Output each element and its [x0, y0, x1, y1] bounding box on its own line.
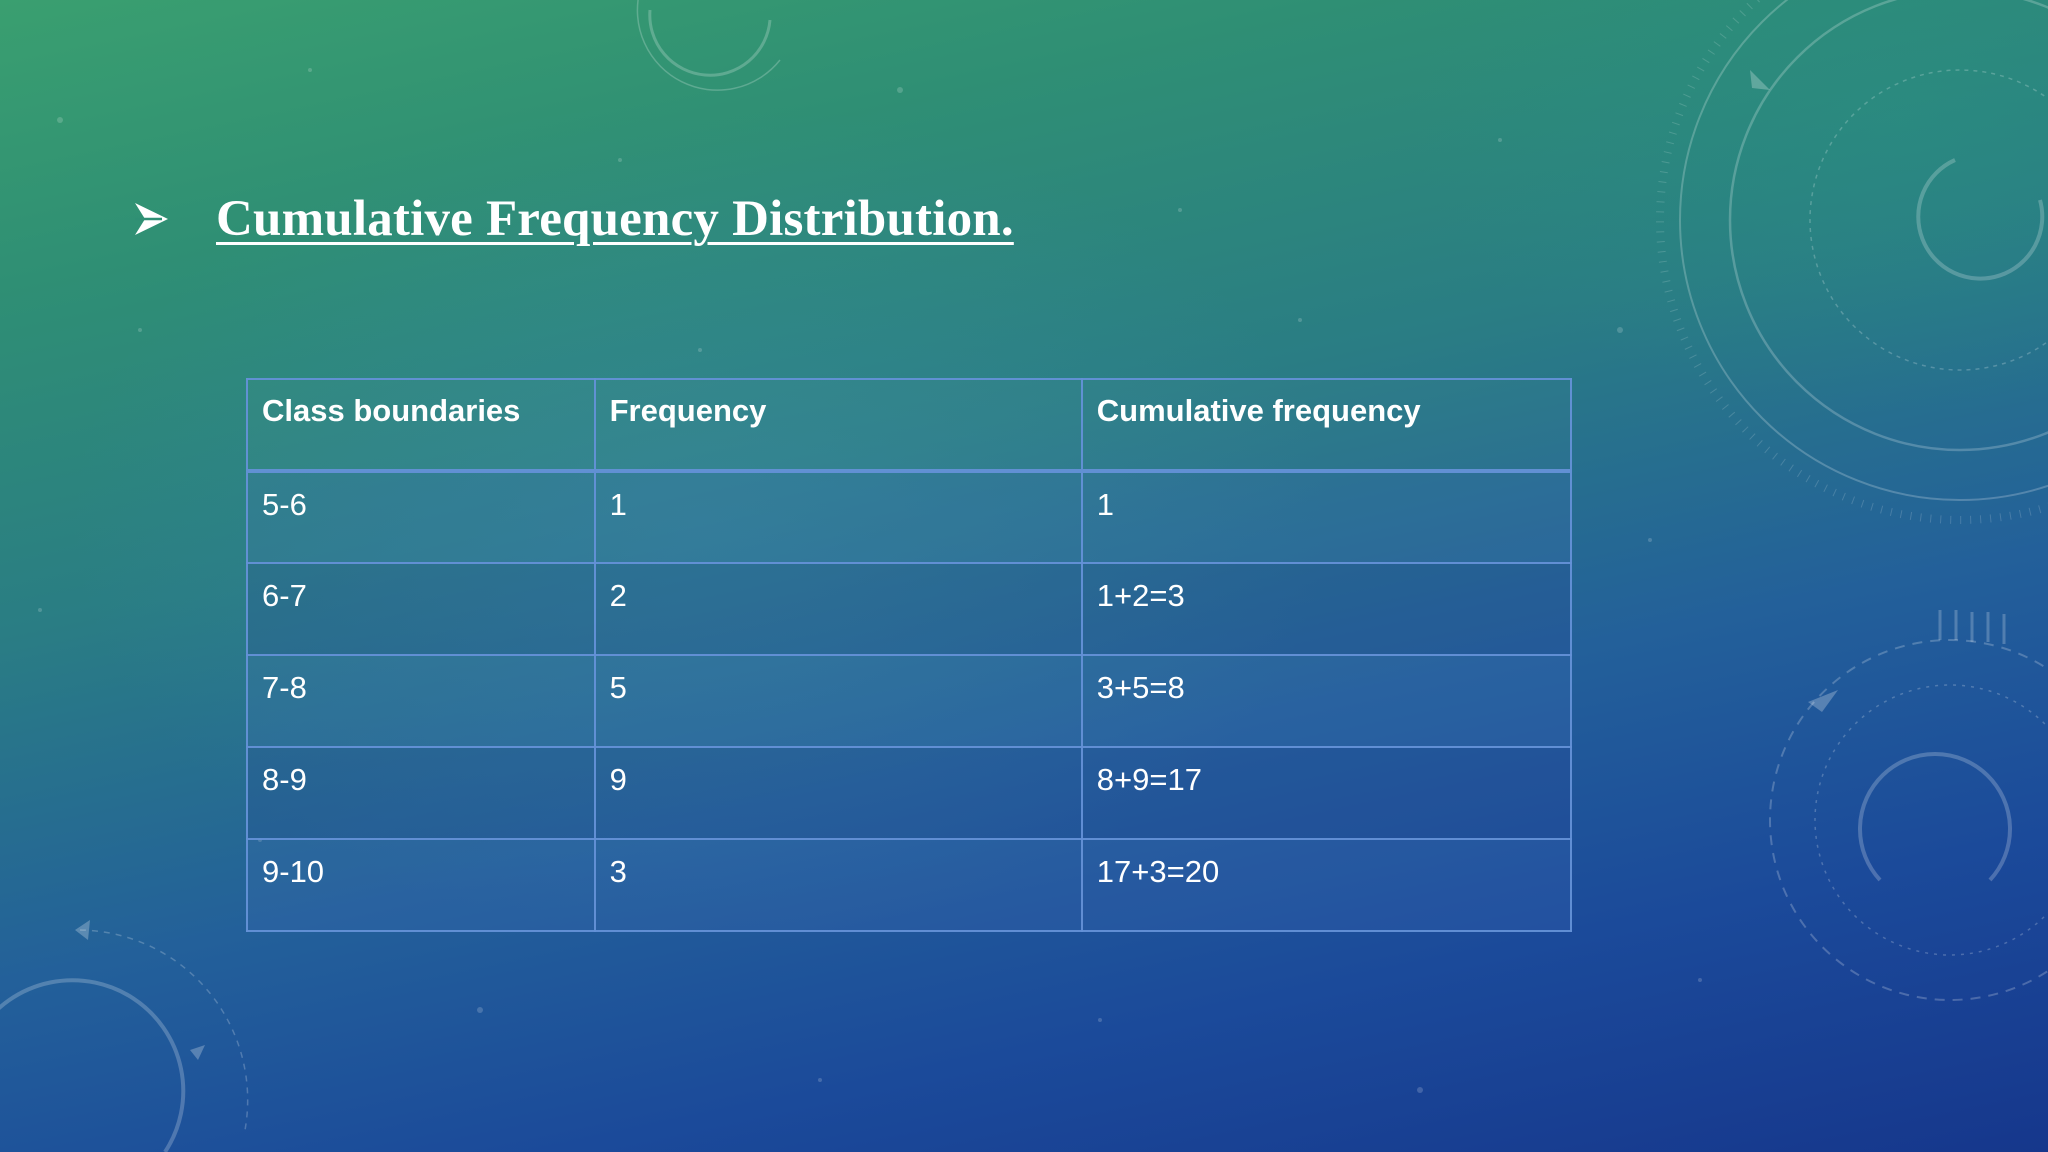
frequency-cell: 3: [593, 838, 1083, 932]
decorative-dial-icon: [1769, 639, 2048, 1001]
class-boundaries-cell: 6-7: [246, 562, 596, 656]
table-row: 9-10 3 17+3=20: [246, 838, 1573, 932]
class-boundaries-cell: 9-10: [246, 838, 596, 932]
frequency-cell: 1: [593, 470, 1083, 564]
decorative-arc-icon: [0, 978, 186, 1152]
decorative-arc-icon: [636, 0, 781, 91]
table-row: 5-6 1 1: [246, 470, 1573, 564]
frequency-cell: 2: [593, 562, 1083, 656]
cumulative-frequency-cell: 1+2=3: [1080, 562, 1573, 656]
column-header-frequency: Frequency: [593, 378, 1083, 473]
table-row: 7-8 5 3+5=8: [246, 654, 1573, 748]
table-row: 6-7 2 1+2=3: [246, 562, 1573, 656]
decorative-arc-icon: [648, 9, 772, 77]
slide-title-row: Cumulative Frequency Distribution.: [132, 190, 1014, 248]
slide-title: Cumulative Frequency Distribution.: [216, 191, 1014, 247]
column-header-cumulative-frequency: Cumulative frequency: [1080, 378, 1573, 473]
cumulative-frequency-cell: 17+3=20: [1080, 838, 1573, 932]
class-boundaries-cell: 7-8: [246, 654, 596, 748]
cumulative-frequency-cell: 1: [1080, 470, 1573, 564]
table-header-row: Class boundaries Frequency Cumulative fr…: [246, 378, 1573, 473]
cumulative-frequency-cell: 8+9=17: [1080, 746, 1573, 840]
decorative-dial-icon: [1679, 0, 2048, 501]
table-row: 8-9 9 8+9=17: [246, 746, 1573, 840]
frequency-cell: 9: [593, 746, 1083, 840]
frequency-cell: 5: [593, 654, 1083, 748]
cumulative-frequency-table: Class boundaries Frequency Cumulative fr…: [246, 378, 1573, 932]
class-boundaries-cell: 5-6: [246, 470, 596, 564]
class-boundaries-cell: 8-9: [246, 746, 596, 840]
column-header-class-boundaries: Class boundaries: [246, 378, 596, 473]
cumulative-frequency-cell: 3+5=8: [1080, 654, 1573, 748]
arrowhead-bullet-icon: [135, 203, 168, 235]
